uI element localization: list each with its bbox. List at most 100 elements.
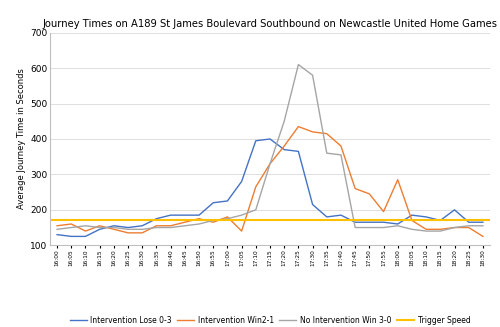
Intervention Win2-1	[154, 224, 160, 228]
Intervention Win2-1	[380, 210, 386, 214]
Intervention Lose 0-3	[210, 201, 216, 205]
Intervention Win2-1	[366, 192, 372, 196]
Intervention Lose 0-3	[324, 215, 330, 219]
Line: Intervention Win2-1: Intervention Win2-1	[57, 127, 483, 236]
Legend: Intervention Lose 0-3, Intervention Win2-1, No Intervention Win 3-0, Trigger Spe: Intervention Lose 0-3, Intervention Win2…	[66, 313, 474, 327]
Intervention Win2-1	[125, 231, 131, 235]
Intervention Win2-1	[423, 227, 429, 231]
No Intervention Win 3-0	[438, 229, 444, 233]
Intervention Win2-1	[409, 218, 415, 222]
Intervention Win2-1	[338, 144, 344, 148]
No Intervention Win 3-0	[338, 153, 344, 157]
No Intervention Win 3-0	[267, 162, 273, 166]
Intervention Lose 0-3	[168, 213, 173, 217]
Intervention Lose 0-3	[224, 199, 230, 203]
Intervention Lose 0-3	[466, 220, 471, 224]
Y-axis label: Average Journey Time in Seconds: Average Journey Time in Seconds	[17, 69, 26, 209]
Intervention Win2-1	[96, 224, 102, 228]
No Intervention Win 3-0	[352, 226, 358, 230]
Intervention Win2-1	[238, 229, 244, 233]
Intervention Lose 0-3	[423, 215, 429, 219]
Intervention Win2-1	[466, 226, 471, 230]
Intervention Lose 0-3	[238, 180, 244, 183]
Intervention Lose 0-3	[196, 213, 202, 217]
Intervention Lose 0-3	[154, 217, 160, 221]
No Intervention Win 3-0	[380, 226, 386, 230]
Intervention Lose 0-3	[267, 137, 273, 141]
No Intervention Win 3-0	[168, 226, 173, 230]
No Intervention Win 3-0	[253, 208, 259, 212]
Title: Journey Times on A189 St James Boulevard Southbound on Newcastle United Home Gam: Journey Times on A189 St James Boulevard…	[42, 19, 498, 29]
No Intervention Win 3-0	[210, 218, 216, 222]
Intervention Lose 0-3	[54, 233, 60, 237]
Intervention Lose 0-3	[310, 202, 316, 206]
Intervention Win2-1	[281, 144, 287, 148]
No Intervention Win 3-0	[466, 224, 471, 228]
Intervention Win2-1	[438, 227, 444, 231]
No Intervention Win 3-0	[96, 226, 102, 230]
Intervention Lose 0-3	[380, 220, 386, 224]
Intervention Lose 0-3	[366, 220, 372, 224]
No Intervention Win 3-0	[324, 151, 330, 155]
No Intervention Win 3-0	[196, 222, 202, 226]
Intervention Lose 0-3	[394, 222, 400, 226]
No Intervention Win 3-0	[409, 227, 415, 231]
Intervention Win2-1	[253, 185, 259, 189]
Intervention Win2-1	[140, 231, 145, 235]
Trigger Speed	[54, 218, 60, 222]
No Intervention Win 3-0	[54, 227, 60, 231]
No Intervention Win 3-0	[310, 73, 316, 77]
Intervention Lose 0-3	[296, 149, 302, 153]
Intervention Lose 0-3	[338, 213, 344, 217]
No Intervention Win 3-0	[452, 226, 458, 230]
No Intervention Win 3-0	[238, 213, 244, 217]
Intervention Lose 0-3	[182, 213, 188, 217]
Intervention Lose 0-3	[68, 234, 74, 238]
No Intervention Win 3-0	[182, 224, 188, 228]
Intervention Lose 0-3	[452, 208, 458, 212]
No Intervention Win 3-0	[125, 227, 131, 231]
Intervention Win2-1	[168, 224, 173, 228]
No Intervention Win 3-0	[366, 226, 372, 230]
No Intervention Win 3-0	[224, 217, 230, 221]
Intervention Lose 0-3	[125, 226, 131, 230]
No Intervention Win 3-0	[140, 227, 145, 231]
Intervention Win2-1	[224, 215, 230, 219]
Intervention Win2-1	[54, 224, 60, 228]
No Intervention Win 3-0	[82, 224, 88, 228]
Trigger Speed	[68, 218, 74, 222]
Intervention Win2-1	[352, 187, 358, 191]
Intervention Lose 0-3	[111, 224, 117, 228]
Intervention Win2-1	[196, 217, 202, 221]
No Intervention Win 3-0	[111, 226, 117, 230]
Intervention Win2-1	[182, 220, 188, 224]
Intervention Win2-1	[210, 220, 216, 224]
Intervention Lose 0-3	[140, 224, 145, 228]
No Intervention Win 3-0	[68, 226, 74, 230]
Intervention Lose 0-3	[96, 227, 102, 231]
Intervention Win2-1	[394, 178, 400, 182]
Intervention Lose 0-3	[352, 220, 358, 224]
Intervention Lose 0-3	[253, 139, 259, 143]
Intervention Lose 0-3	[409, 213, 415, 217]
No Intervention Win 3-0	[423, 229, 429, 233]
Intervention Win2-1	[324, 132, 330, 136]
Intervention Lose 0-3	[82, 234, 88, 238]
No Intervention Win 3-0	[154, 226, 160, 230]
Intervention Win2-1	[82, 229, 88, 233]
Line: Intervention Lose 0-3: Intervention Lose 0-3	[57, 139, 483, 236]
No Intervention Win 3-0	[296, 62, 302, 66]
Intervention Lose 0-3	[281, 148, 287, 152]
Intervention Win2-1	[452, 226, 458, 230]
No Intervention Win 3-0	[281, 119, 287, 123]
Intervention Win2-1	[111, 227, 117, 231]
Intervention Lose 0-3	[438, 218, 444, 222]
No Intervention Win 3-0	[394, 224, 400, 228]
Intervention Win2-1	[296, 125, 302, 129]
Intervention Win2-1	[310, 130, 316, 134]
Intervention Lose 0-3	[480, 220, 486, 224]
Intervention Win2-1	[480, 234, 486, 238]
Intervention Win2-1	[68, 222, 74, 226]
No Intervention Win 3-0	[480, 224, 486, 228]
Line: No Intervention Win 3-0: No Intervention Win 3-0	[57, 64, 483, 231]
